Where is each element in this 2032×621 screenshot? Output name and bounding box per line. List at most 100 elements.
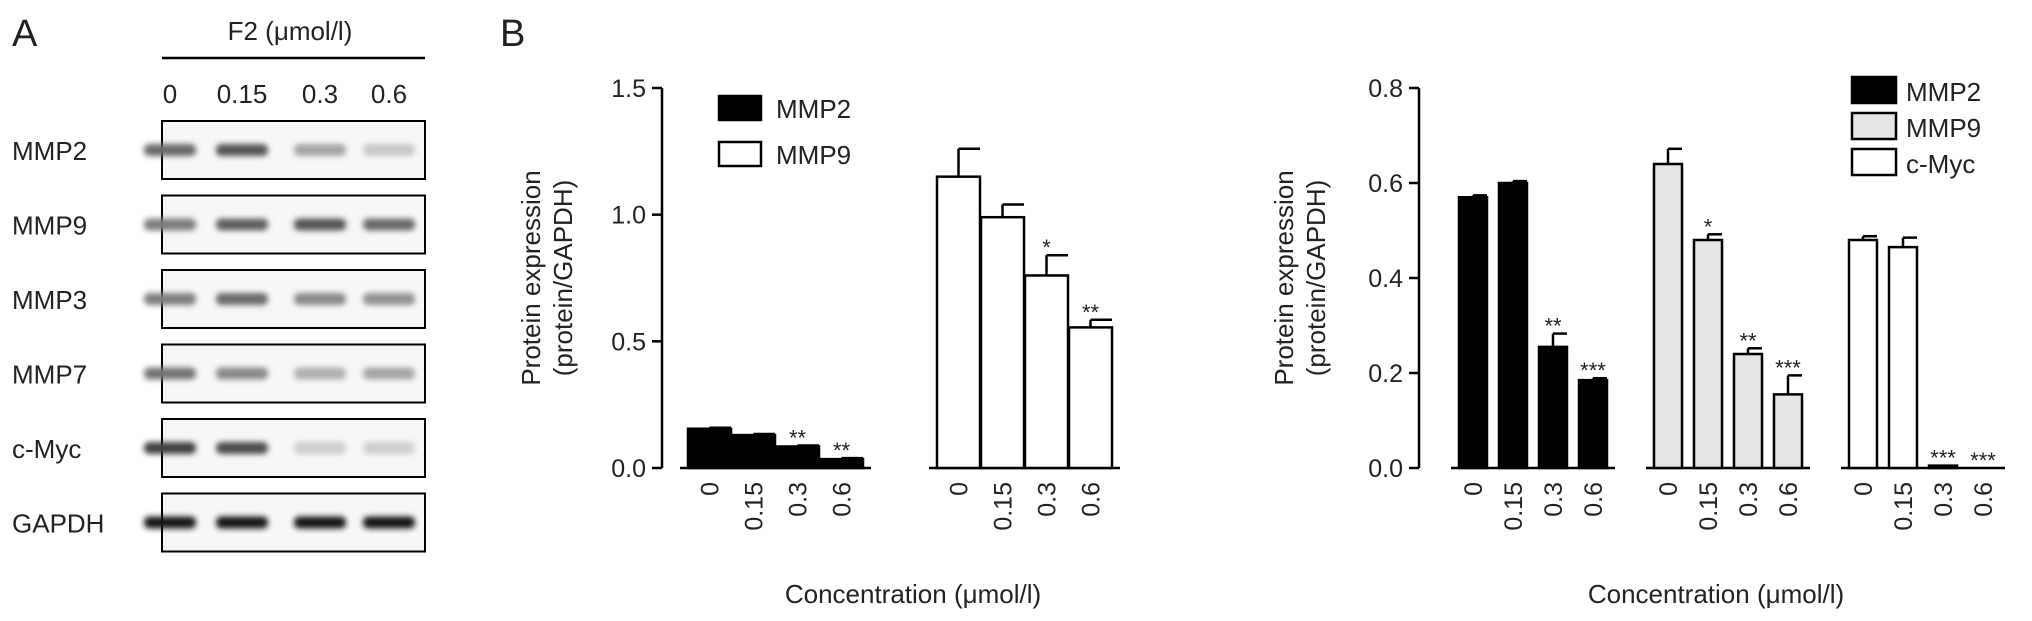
x-tick-label: 0.15 [1890,482,1918,531]
blot-row-label: c-Myc [12,434,81,464]
blot-band [216,367,268,380]
bar-c-myc [1847,238,1879,470]
blot-lane-label: 0.15 [217,79,268,109]
blot-band [294,144,346,156]
significance-label: * [1704,214,1713,239]
blot-band [144,293,196,305]
y-tick-label: 0.8 [1368,75,1403,103]
y-tick-label: 1.5 [611,75,646,103]
x-tick-label: 0.3 [785,482,813,517]
blot-lane-label: 0.6 [371,79,407,109]
y-tick-label: 0.0 [1368,455,1403,483]
blot-band [294,442,346,454]
blot-band [363,516,415,529]
y-tick-label: 0.0 [611,455,646,483]
y-axis-title-line: (protein/GAPDH) [548,180,578,377]
bar-mmp2 [1497,181,1529,470]
x-tick-label: 0 [1850,482,1878,496]
blot-band [363,293,415,305]
blot-band [216,442,268,454]
x-axis-title: Concentration (μmol/l) [1588,579,1844,609]
legend-swatch-mmp9 [717,140,763,168]
legend-label: MMP2 [1906,77,1981,107]
chart-mmp2-mmp9-cmyc: 0.0 0.2 0.4 0.6 0.8 Protein expression(protei… [1269,75,2005,609]
x-tick-label: 0.6 [1580,482,1608,517]
legend-swatch-mmp2 [717,94,763,122]
significance-label: *** [1930,446,1956,471]
x-tick-label: 0 [946,482,974,496]
bar-mmp9 [1652,162,1684,470]
blot-band [294,218,346,231]
x-tick-label: 0.15 [990,482,1018,531]
blot-band [216,516,268,529]
blot-band [294,367,346,380]
blot-band [144,367,196,380]
x-tick-label: 0.15 [1695,482,1723,531]
y-axis-title-line: Protein expression [516,170,546,385]
significance-label: ** [1544,314,1562,339]
western-blot: 0 0.15 0.3 0.6 MMP2 MMP9 MMP3 MMP7 c-Myc GAPDH [12,79,426,553]
panel-label-b: B [500,13,525,55]
x-tick-label: 0.3 [1735,482,1763,517]
y-tick-label: 0.5 [611,328,646,356]
bar-mmp9 [935,175,982,470]
panel-label-a: A [12,13,38,55]
blot-band [294,293,346,305]
significance-label: ** [833,438,851,463]
bar-mmp9 [979,215,1026,470]
blot-band [216,293,268,305]
significance-label: *** [1580,358,1606,383]
blot-row-label: MMP2 [12,136,87,166]
blot-band [294,516,346,529]
significance-label: ** [1739,328,1757,353]
x-tick-label: 0 [1655,482,1683,496]
blot-band [363,367,415,380]
x-tick-label: 0.3 [1540,482,1568,517]
blot-band [216,144,268,156]
legend-swatch-c-myc [1850,147,1898,177]
x-tick-label: 0.6 [1078,482,1106,517]
blot-treatment-label: F2 (μmol/l) [228,16,353,46]
y-tick-label: 0.6 [1368,170,1403,198]
x-tick-label: 0 [1460,482,1488,496]
blot-band [144,218,196,231]
bar-mmp2 [1537,345,1569,470]
x-tick-label: 0.3 [1034,482,1062,517]
bar-mmp9 [1023,274,1070,470]
chart-mmp2-mmp9: 0.0 0.5 1.0 1.5 Protein expression(protein/G… [516,75,1120,609]
y-axis-title: Protein expression(protein/GAPDH) [1269,170,1331,385]
bar-mmp9 [1772,393,1804,470]
blot-band [363,144,415,156]
bar-c-myc [1887,245,1919,470]
legend-swatch-mmp9 [1850,111,1898,141]
y-axis-title-line: (protein/GAPDH) [1301,180,1331,377]
bar-mmp2 [686,427,733,470]
significance-label: ** [1082,300,1100,325]
blot-band [363,442,415,454]
x-axis-title: Concentration (μmol/l) [785,579,1041,609]
x-tick-label: 0.6 [1970,482,1998,517]
bar-mmp9 [1732,352,1764,470]
blot-band [144,516,196,529]
legend-swatch-mmp2 [1850,75,1898,105]
blot-lane-label: 0 [163,79,177,109]
significance-label: *** [1970,448,1996,473]
blot-lane-label: 0.3 [302,79,338,109]
significance-label: ** [789,425,807,450]
significance-label: *** [1775,355,1801,380]
blot-row-label: MMP9 [12,211,87,241]
x-tick-label: 0.15 [1500,482,1528,531]
blot-band [216,218,268,231]
bar-mmp2 [1457,196,1489,470]
blot-band [363,218,415,231]
x-tick-label: 0.15 [741,482,769,531]
legend-label: MMP9 [1906,113,1981,143]
blot-row-label: GAPDH [12,509,104,539]
blot-band [144,144,196,156]
y-tick-label: 0.4 [1368,265,1403,293]
x-tick-label: 0.6 [829,482,857,517]
significance-label: * [1042,235,1051,260]
blot-row-label: MMP3 [12,285,87,315]
bar-c-myc [1927,464,1959,470]
